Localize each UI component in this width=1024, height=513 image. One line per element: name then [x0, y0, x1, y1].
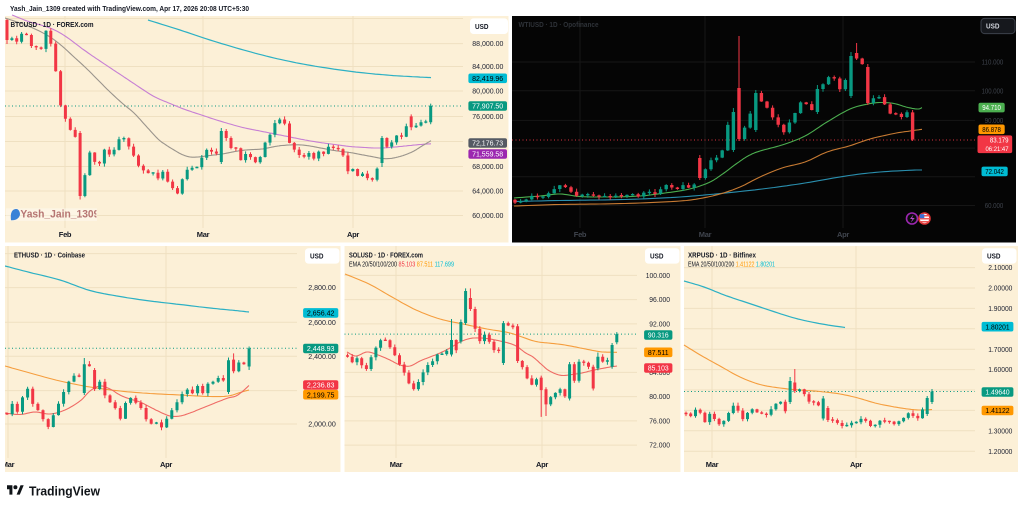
svg-text:92.000: 92.000 [649, 320, 670, 329]
svg-text:76.000: 76.000 [649, 417, 670, 426]
svg-text:ETHUSD · 1D · Coinbase: ETHUSD · 1D · Coinbase [14, 251, 85, 260]
svg-text:EMA 20/50/100/200 1.41122 1.80: EMA 20/50/100/200 1.41122 1.80201 [688, 261, 775, 268]
svg-text:Mar: Mar [390, 460, 403, 469]
svg-text:TradingView: TradingView [29, 483, 101, 498]
svg-text:60,000.00: 60,000.00 [472, 211, 503, 220]
svg-text:2,199.75: 2,199.75 [307, 390, 335, 399]
svg-text:Yash_Jain_1309: Yash_Jain_1309 [20, 209, 99, 221]
svg-text:2,600.00: 2,600.00 [308, 318, 336, 327]
svg-text:Mar: Mar [2, 460, 15, 469]
svg-text:83.179: 83.179 [990, 136, 1009, 145]
svg-text:1.90000: 1.90000 [988, 304, 1012, 313]
svg-text:2,000.00: 2,000.00 [308, 420, 336, 429]
svg-text:100.000: 100.000 [982, 86, 1004, 95]
svg-text:USD: USD [987, 252, 1001, 261]
svg-text:Feb: Feb [574, 230, 587, 239]
svg-text:80.000: 80.000 [649, 392, 670, 401]
svg-text:110.000: 110.000 [982, 58, 1004, 67]
svg-text:96.000: 96.000 [649, 295, 670, 304]
svg-text:72.042: 72.042 [985, 167, 1004, 176]
svg-text:80,000.00: 80,000.00 [472, 87, 503, 96]
svg-text:Apr: Apr [837, 230, 849, 239]
svg-text:2.10000: 2.10000 [988, 263, 1012, 272]
svg-text:82,419.96: 82,419.96 [472, 74, 503, 83]
svg-text:2,236.83: 2,236.83 [307, 381, 335, 390]
svg-text:72.000: 72.000 [649, 441, 670, 450]
svg-text:90.000: 90.000 [985, 116, 1004, 125]
svg-text:Apr: Apr [850, 460, 862, 469]
svg-text:2,800.00: 2,800.00 [308, 283, 336, 292]
svg-text:76,000.00: 76,000.00 [472, 112, 503, 121]
svg-text:68,000.00: 68,000.00 [472, 162, 503, 171]
svg-text:06:21:47: 06:21:47 [986, 146, 1009, 153]
svg-text:Yash_Jain_1309 created with Tr: Yash_Jain_1309 created with TradingView.… [10, 4, 249, 13]
svg-text:1.30000: 1.30000 [988, 426, 1012, 435]
svg-text:60.000: 60.000 [985, 201, 1004, 210]
svg-text:1.80201: 1.80201 [985, 322, 1009, 331]
svg-text:Apr: Apr [536, 460, 548, 469]
svg-text:1.49640: 1.49640 [985, 388, 1009, 397]
svg-text:USD: USD [986, 22, 1000, 31]
svg-text:SOLUSD · 1D · FOREX.com: SOLUSD · 1D · FOREX.com [349, 251, 423, 260]
svg-text:USD: USD [475, 22, 489, 31]
svg-text:1.60000: 1.60000 [988, 365, 1012, 374]
svg-text:Mar: Mar [699, 230, 712, 239]
svg-text:WTIUSD · 1D · Opofinance: WTIUSD · 1D · Opofinance [519, 20, 599, 29]
svg-text:1.70000: 1.70000 [988, 345, 1012, 354]
svg-text:86.878: 86.878 [982, 125, 1001, 134]
svg-text:Apr: Apr [160, 460, 172, 469]
svg-text:XRPUSD · 1D · Bitfinex: XRPUSD · 1D · Bitfinex [688, 251, 757, 260]
svg-text:BTCUSD · 1D · FOREX.com: BTCUSD · 1D · FOREX.com [11, 20, 94, 29]
svg-text:71,559.58: 71,559.58 [472, 150, 503, 159]
svg-text:1.20000: 1.20000 [988, 447, 1012, 456]
svg-text:2,400.00: 2,400.00 [308, 352, 336, 361]
svg-text:77,907.50: 77,907.50 [472, 102, 503, 111]
svg-text:87.511: 87.511 [648, 348, 669, 357]
svg-text:84,000.00: 84,000.00 [472, 62, 503, 71]
svg-text:2,448.93: 2,448.93 [307, 344, 335, 353]
svg-text:Feb: Feb [59, 230, 72, 239]
svg-text:USD: USD [310, 252, 324, 261]
svg-text:64,000.00: 64,000.00 [472, 187, 503, 196]
svg-text:100.000: 100.000 [646, 271, 670, 280]
svg-text:72,176.73: 72,176.73 [472, 139, 503, 148]
svg-text:EMA 20/50/100/200 85.103 87.51: EMA 20/50/100/200 85.103 87.511 117.699 [349, 261, 454, 268]
svg-text:85.103: 85.103 [648, 364, 669, 373]
svg-text:90.316: 90.316 [648, 331, 669, 340]
svg-text:2.00000: 2.00000 [988, 284, 1012, 293]
svg-text:Mar: Mar [706, 460, 719, 469]
svg-text:94.710: 94.710 [982, 103, 1001, 112]
svg-text:Apr: Apr [347, 230, 359, 239]
svg-text:1.41122: 1.41122 [985, 406, 1009, 415]
svg-text:USD: USD [650, 252, 664, 261]
svg-text:Mar: Mar [197, 230, 210, 239]
svg-text:2,656.42: 2,656.42 [307, 309, 335, 318]
svg-text:88,000.00: 88,000.00 [472, 39, 503, 48]
